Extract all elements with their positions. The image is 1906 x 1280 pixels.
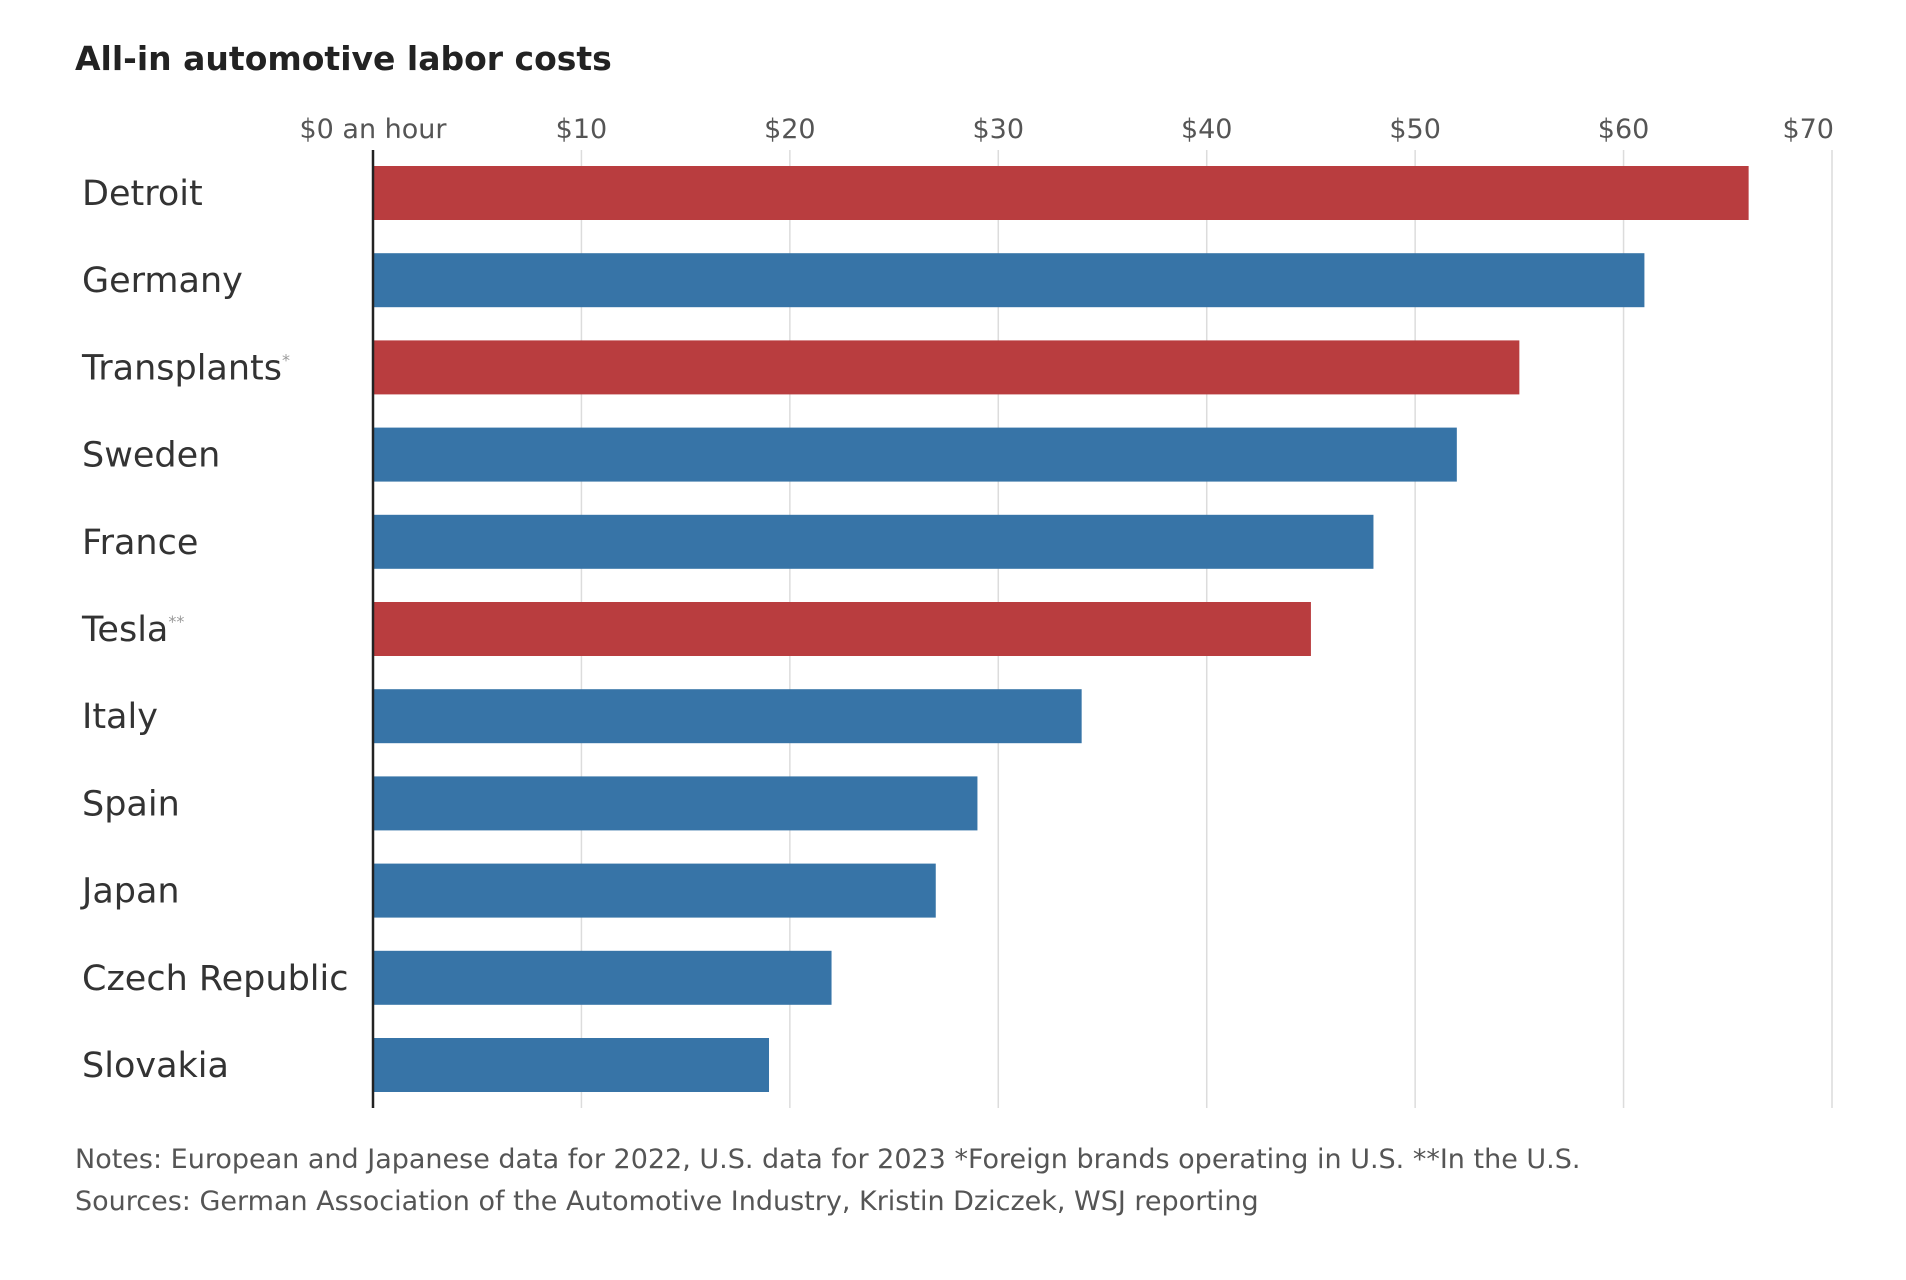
bar-germany (373, 253, 1645, 308)
footnote-marker: ** (168, 612, 184, 631)
category-label: Italy (82, 697, 158, 737)
category-name: Germany (82, 261, 243, 301)
category-label: Spain (82, 784, 180, 824)
bar-spain (373, 776, 978, 831)
bars (373, 166, 1749, 1092)
bar-japan (373, 863, 936, 918)
x-tick-label: $30 (973, 114, 1025, 145)
category-name: France (82, 523, 198, 563)
category-name: Italy (82, 697, 158, 737)
x-tick-label: $0 an hour (299, 114, 447, 145)
bar-detroit (373, 166, 1749, 220)
category-label: Detroit (82, 174, 203, 214)
x-tick-label: $40 (1181, 114, 1233, 145)
x-axis-ticks: $0 an hour $10 $20 $30 $40 $50 $60 $70 (299, 114, 1834, 145)
x-tick-label: $60 (1598, 114, 1650, 145)
x-tick-label: $70 (1782, 114, 1834, 145)
category-name: Sweden (82, 436, 220, 476)
chart-title: All-in automotive labor costs (75, 39, 612, 78)
chart-sources: Sources: German Association of the Autom… (75, 1186, 1259, 1217)
bar-czech-republic (373, 950, 832, 1005)
category-label: Germany (82, 261, 243, 301)
category-name: Slovakia (82, 1046, 229, 1086)
bar-sweden (373, 427, 1457, 482)
category-name: Tesla (81, 610, 168, 650)
category-label: Slovakia (82, 1046, 229, 1086)
chart-notes: Notes: European and Japanese data for 20… (75, 1144, 1580, 1175)
x-tick-label: $10 (556, 114, 608, 145)
category-label: Japan (80, 872, 180, 912)
bar-transplants (373, 340, 1520, 395)
bar-tesla (373, 602, 1311, 656)
x-tick-label: $20 (764, 114, 816, 145)
category-name: Japan (80, 872, 180, 912)
bar-slovakia (373, 1038, 770, 1092)
category-name: Transplants (81, 348, 282, 388)
category-labels: Detroit Germany Transplants* Sweden France Te… (80, 174, 348, 1086)
bar-france (373, 514, 1374, 569)
category-label: Transplants* (81, 348, 290, 388)
category-label: Sweden (82, 436, 220, 476)
category-name: Spain (82, 784, 180, 824)
category-name: Czech Republic (82, 959, 348, 999)
category-label: Tesla** (81, 610, 184, 650)
category-label: France (82, 523, 198, 563)
category-label: Czech Republic (82, 959, 348, 999)
bar-italy (373, 689, 1082, 744)
category-name: Detroit (82, 174, 203, 214)
footnote-marker: * (282, 350, 290, 369)
x-tick-label: $50 (1389, 114, 1441, 145)
